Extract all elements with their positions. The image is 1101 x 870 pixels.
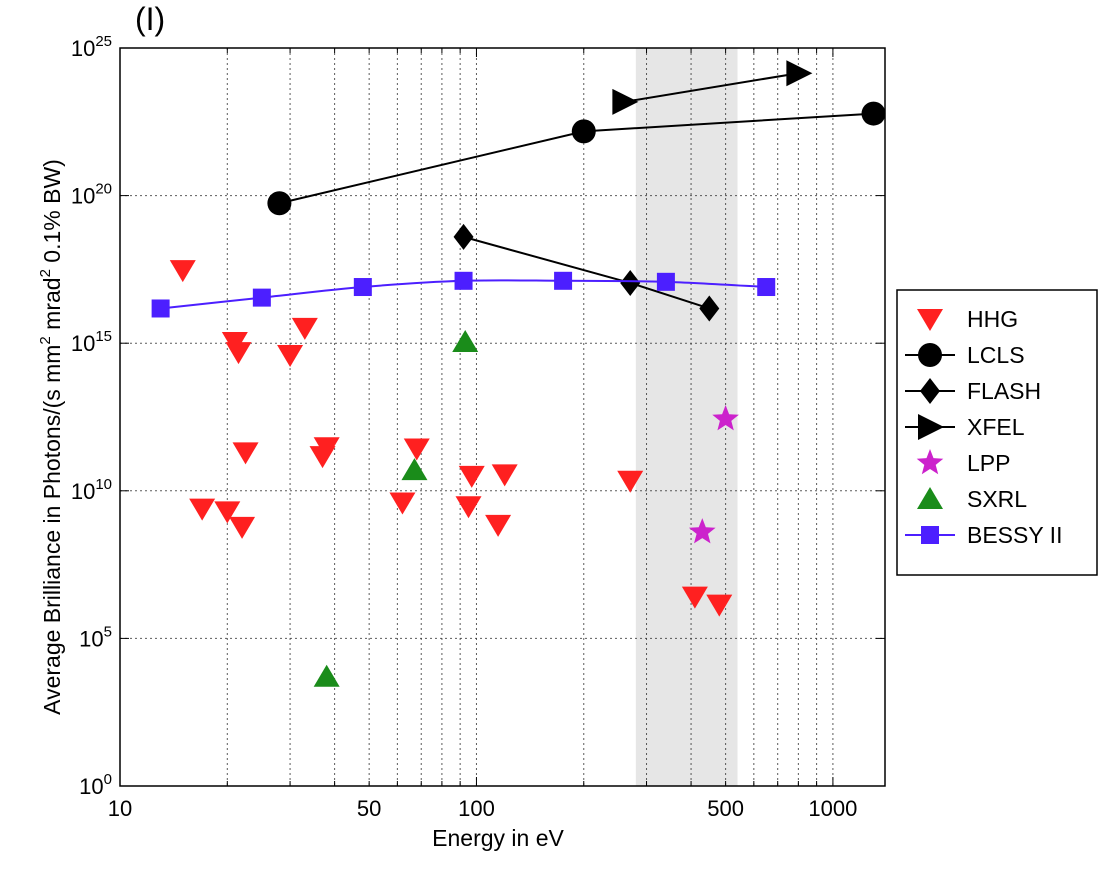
series-hhg-point (706, 594, 733, 617)
series-xfel-point (612, 88, 639, 115)
series-bessy-ii-point (454, 271, 473, 290)
series-hhg-point (169, 260, 196, 283)
series-bessy-ii-point (757, 278, 776, 297)
y-label-sup-2: 2 (37, 269, 54, 277)
series (151, 60, 886, 687)
series-lcls-point (861, 101, 886, 126)
x-tick-label: 10 (108, 796, 132, 821)
legend-marker-bessy-ii (921, 526, 939, 544)
series-xfel-point (786, 60, 813, 87)
series-hhg-point (491, 464, 518, 487)
legend-marker-flash (920, 378, 940, 404)
series-hhg-point (291, 317, 318, 340)
series-hhg-point (458, 465, 485, 488)
legend: HHG LCLS FLASH XFEL LPP SXRL BESSY II (896, 289, 1098, 576)
series-xfel (612, 60, 813, 115)
y-axis-label: Average Brilliance in Photons/(s mm2 mra… (37, 159, 65, 715)
series-bessy-ii (151, 271, 776, 318)
y-tick-exponent: 10 (95, 476, 112, 493)
y-tick-exponent: 20 (95, 181, 112, 198)
legend-marker-sxrl (917, 487, 943, 509)
series-hhg-point (214, 501, 241, 524)
y-tick-exponent: 15 (95, 328, 112, 345)
y-tick-base: 10 (79, 626, 103, 651)
series-hhg-point (617, 470, 644, 493)
series-sxrl-point (452, 329, 479, 352)
series-sxrl (313, 329, 479, 687)
series-lcls-point (267, 191, 292, 216)
series-hhg-point (277, 344, 304, 367)
series-bessy-ii-point (252, 288, 271, 307)
y-tick-exponent: 0 (104, 771, 112, 788)
series-lpp (688, 405, 739, 544)
series-sxrl-point (401, 458, 428, 481)
series-xfel-line (624, 72, 799, 103)
series-flash (453, 223, 720, 322)
series-lpp-point (712, 405, 739, 431)
x-tick-label: 500 (707, 796, 744, 821)
series-hhg-point (232, 442, 259, 465)
series-hhg-point (189, 498, 216, 521)
series-bessy-ii-point (151, 299, 170, 318)
series-hhg-point (313, 437, 340, 460)
y-label-sup-1: 2 (37, 336, 54, 344)
y-tick-exponent: 5 (104, 623, 112, 640)
legend-label-sxrl: SXRL (967, 486, 1027, 512)
y-tick-base: 10 (79, 774, 103, 799)
y-tick-base: 10 (71, 36, 95, 61)
x-tick-label: 1000 (808, 796, 857, 821)
series-flash-point (453, 223, 474, 250)
x-tick-label: 100 (458, 796, 495, 821)
series-hhg (169, 260, 733, 617)
series-hhg-point (225, 342, 252, 365)
series-sxrl-point (313, 664, 340, 687)
legend-label-bessy-ii: BESSY II (967, 522, 1062, 548)
series-flash-point (620, 269, 641, 296)
y-tick-label: 1020 (71, 181, 112, 209)
y-label-part-3: 0.1% BW) (39, 159, 65, 269)
series-flash-point (699, 295, 720, 322)
y-tick-exponent: 25 (95, 33, 112, 50)
series-lcls-point (571, 119, 596, 144)
series-bessy-ii-point (353, 278, 372, 297)
legend-label-hhg: HHG (967, 306, 1018, 332)
series-hhg-point (389, 492, 416, 515)
series-hhg-point (485, 514, 512, 537)
series-bessy-ii-point (656, 272, 675, 291)
series-hhg-point (229, 516, 256, 539)
y-tick-label: 1015 (71, 328, 112, 356)
y-tick-label: 105 (79, 623, 112, 651)
series-hhg-point (681, 586, 708, 609)
plot-frame (119, 47, 886, 787)
legend-marker-xfel (918, 414, 944, 440)
x-axis-label: Energy in eV (432, 825, 564, 851)
legend-marker-hhg (917, 309, 943, 331)
legend-label-flash: FLASH (967, 378, 1041, 404)
y-tick-label: 100 (79, 771, 112, 799)
grid (120, 48, 885, 786)
y-tick-base: 10 (71, 184, 95, 209)
y-tick-base: 10 (71, 479, 95, 504)
panel-label: (I) (135, 1, 165, 37)
series-hhg-point (455, 496, 482, 519)
y-tick-base: 10 (71, 331, 95, 356)
series-lcls (267, 101, 886, 216)
y-label-part-2: mrad (39, 277, 65, 336)
legend-label-lcls: LCLS (967, 342, 1025, 368)
y-tick-label: 1025 (71, 33, 112, 61)
legend-label-lpp: LPP (967, 450, 1010, 476)
legend-label-xfel: XFEL (967, 414, 1025, 440)
series-bessy-ii-point (554, 271, 573, 290)
legend-marker-lcls (918, 343, 942, 367)
x-tick-label: 50 (357, 796, 381, 821)
series-hhg-point (403, 438, 430, 461)
series-lpp-point (688, 518, 716, 544)
y-tick-label: 1010 (71, 476, 112, 504)
y-label-part-1: Average Brilliance in Photons/(s mm (39, 345, 65, 715)
legend-marker-lpp (916, 449, 944, 475)
